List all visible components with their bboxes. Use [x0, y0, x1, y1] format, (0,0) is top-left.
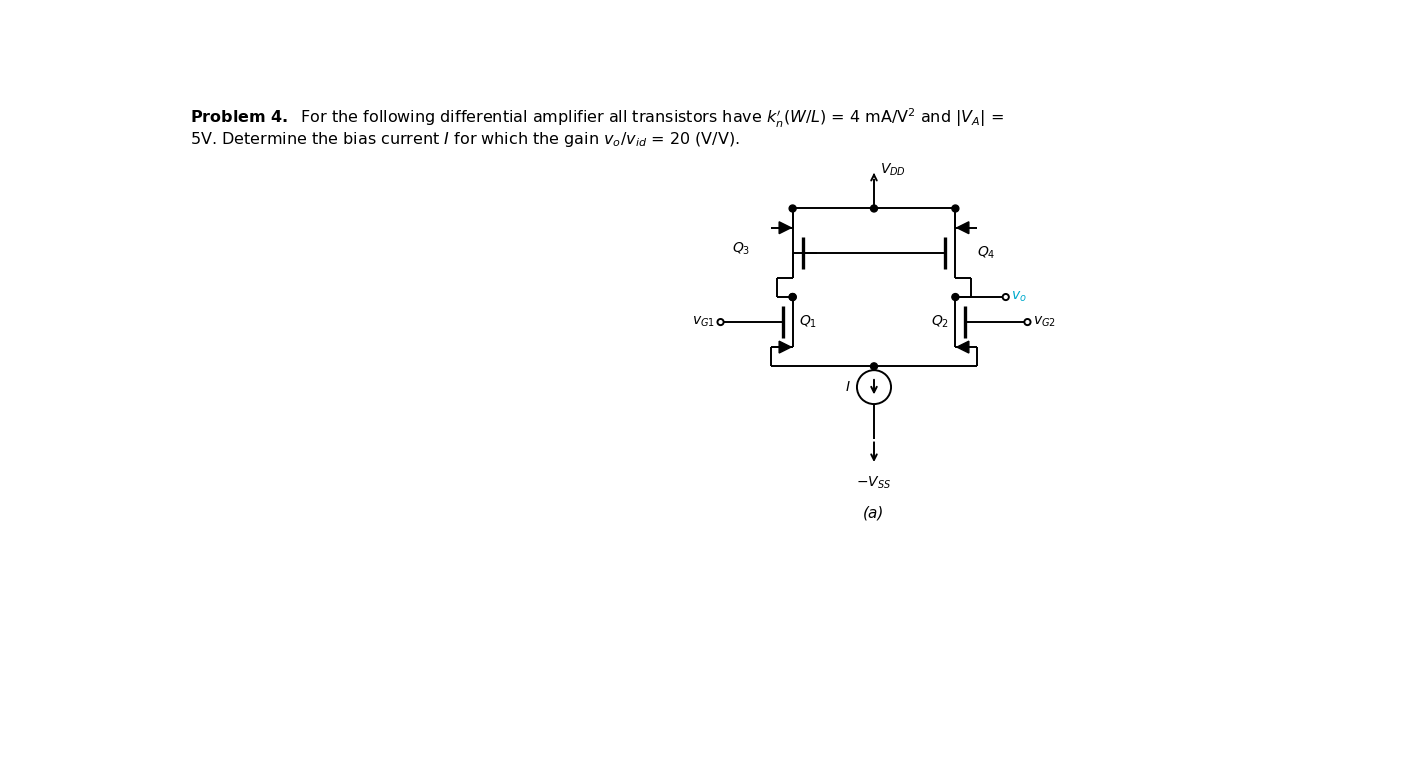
- Text: 5V. Determine the bias current $I$ for which the gain $v_o/v_{id}$ = 20 (V/V).: 5V. Determine the bias current $I$ for w…: [191, 130, 740, 149]
- Circle shape: [952, 205, 959, 212]
- Circle shape: [789, 293, 796, 300]
- Text: $Q_4$: $Q_4$: [977, 245, 995, 261]
- Text: $I$: $I$: [844, 380, 851, 394]
- Text: $-V_{SS}$: $-V_{SS}$: [857, 474, 891, 491]
- Circle shape: [789, 293, 796, 300]
- Text: $Q_3$: $Q_3$: [731, 241, 750, 257]
- Text: $v_{G2}$: $v_{G2}$: [1032, 315, 1056, 329]
- Text: $\mathbf{Problem\ 4.}$  For the following differential amplifier all transistors: $\mathbf{Problem\ 4.}$ For the following…: [191, 107, 1004, 130]
- Circle shape: [871, 363, 877, 370]
- Circle shape: [871, 205, 877, 212]
- Polygon shape: [957, 222, 969, 234]
- Polygon shape: [779, 222, 791, 234]
- Polygon shape: [779, 341, 791, 353]
- Text: $v_o$: $v_o$: [1011, 290, 1027, 304]
- Text: (a): (a): [863, 505, 885, 520]
- Circle shape: [789, 205, 796, 212]
- Text: $Q_1$: $Q_1$: [799, 314, 818, 330]
- Text: $V_{DD}$: $V_{DD}$: [880, 162, 907, 178]
- Text: $v_{G1}$: $v_{G1}$: [692, 315, 714, 329]
- Circle shape: [952, 293, 959, 300]
- Text: $Q_2$: $Q_2$: [931, 314, 949, 330]
- Polygon shape: [957, 341, 969, 353]
